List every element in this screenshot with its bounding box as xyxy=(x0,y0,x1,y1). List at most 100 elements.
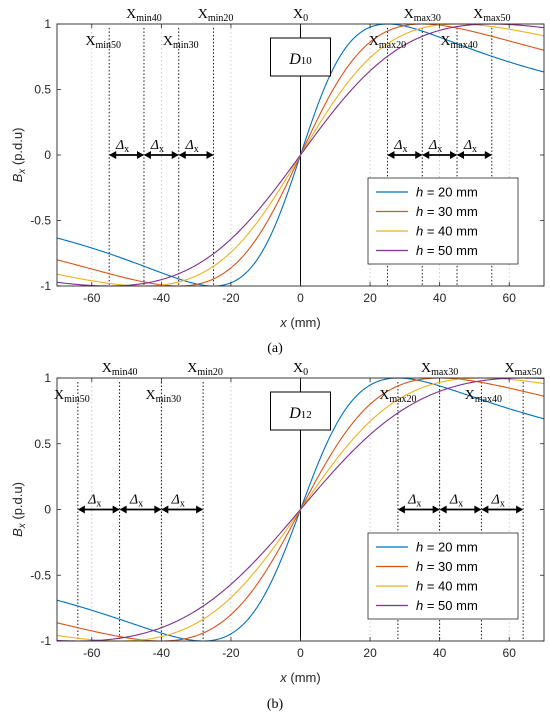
marker-label-xmin20: Xmin20 xyxy=(198,7,234,24)
series-line-h50 xyxy=(56,377,545,642)
delta-arrowhead xyxy=(196,505,204,514)
panel-caption: (b) xyxy=(267,697,284,712)
marker-label-xmin40: Xmin40 xyxy=(126,7,162,24)
delta-arrowhead xyxy=(450,151,458,159)
marker-label-xmax50: Xmax50 xyxy=(504,361,541,378)
delta-arrowhead xyxy=(432,505,440,514)
delta-arrowhead xyxy=(143,151,151,159)
legend-label: h = 30 mm xyxy=(416,204,478,219)
marker-label-xmin20: Xmin20 xyxy=(187,361,223,378)
marker-label-xmax40: Xmax40 xyxy=(465,388,502,405)
legend-label: h = 40 mm xyxy=(416,224,478,239)
x-tick-label: 20 xyxy=(363,646,377,660)
x-tick-label: 20 xyxy=(363,291,377,305)
legend-label: h = 40 mm xyxy=(416,579,478,594)
y-tick-label: 0 xyxy=(44,148,51,162)
delta-label: Δx xyxy=(449,493,463,510)
chart-panel-2: -60 -40 -20 0 20 40 60 -1 -0.5 0 0.5 1 x (mm) Bx (p.d… xyxy=(10,361,545,712)
d-label: D12 xyxy=(288,405,312,422)
delta-arrowhead xyxy=(415,151,423,159)
marker-label-xmax20: Xmax20 xyxy=(369,34,406,51)
delta-arrowhead xyxy=(109,151,117,159)
x-tick-label: -40 xyxy=(153,291,171,305)
marker-label-xmin30: Xmin30 xyxy=(163,34,199,51)
x-tick-label: -20 xyxy=(222,291,240,305)
delta-label: Δx xyxy=(463,138,477,155)
marker-label-x0: X0 xyxy=(293,7,308,24)
y-tick-label: -1 xyxy=(40,279,51,293)
delta-arrowhead xyxy=(397,505,405,514)
x-tick-label: 40 xyxy=(433,291,447,305)
marker-label-xmax30: Xmax30 xyxy=(421,361,458,378)
y-tick-label: 0.5 xyxy=(34,437,51,451)
legend: h = 20 mm h = 30 mm h = 40 mm h = 50 mm xyxy=(367,177,519,265)
delta-arrowhead xyxy=(178,151,186,159)
delta-label: Δx xyxy=(171,493,185,510)
delta-arrowhead xyxy=(136,151,144,159)
marker-label-xmin30: Xmin30 xyxy=(146,388,182,405)
delta-arrowhead xyxy=(387,151,395,159)
d-label-box xyxy=(270,37,331,77)
panel-caption: (a) xyxy=(267,341,283,356)
x-tick-label: 0 xyxy=(297,646,304,660)
delta-label: Δx xyxy=(115,138,129,155)
delta-label: Δx xyxy=(150,138,164,155)
marker-label-x0: X0 xyxy=(293,361,308,378)
marker-label-xmin50: Xmin50 xyxy=(85,34,121,51)
x-tick-label: -20 xyxy=(222,646,240,660)
marker-label-xmax40: Xmax40 xyxy=(440,34,477,51)
delta-label: Δx xyxy=(185,138,199,155)
y-tick-label: 0.5 xyxy=(34,83,51,97)
delta-arrowhead xyxy=(77,505,85,514)
y-axis-label: Bx (p.d.u) xyxy=(10,482,28,537)
y-tick-label: -0.5 xyxy=(30,214,51,228)
y-tick-label: 1 xyxy=(44,371,51,385)
y-tick-label: -1 xyxy=(40,634,51,648)
y-axis-label: Bx (p.d.u) xyxy=(10,128,28,183)
delta-arrowhead xyxy=(171,151,179,159)
chart-panel-1: -60 -40 -20 0 20 40 60 -1 -0.5 0 0.5 1 x (mm) Bx (p.d… xyxy=(10,7,545,356)
delta-label: Δx xyxy=(428,138,442,155)
delta-arrowhead xyxy=(439,505,447,514)
delta-label: Δx xyxy=(87,493,101,510)
y-tick-label: -0.5 xyxy=(30,568,51,582)
marker-label-xmax30: Xmax30 xyxy=(404,7,441,24)
delta-arrowhead xyxy=(457,151,465,159)
delta-label: Δx xyxy=(393,138,407,155)
d-label: D10 xyxy=(288,51,312,68)
marker-label-xmax50: Xmax50 xyxy=(473,7,510,24)
delta-arrowhead xyxy=(112,505,120,514)
legend-label: h = 20 mm xyxy=(416,185,478,200)
x-axis-label: x (mm) xyxy=(279,670,320,685)
y-tick-label: 1 xyxy=(44,17,51,31)
delta-label: Δx xyxy=(491,493,505,510)
delta-arrowhead xyxy=(161,505,169,514)
legend-label: h = 50 mm xyxy=(416,243,478,258)
delta-arrowhead xyxy=(206,151,214,159)
delta-arrowhead xyxy=(119,505,127,514)
legend-label: h = 20 mm xyxy=(416,540,478,555)
delta-label: Δx xyxy=(407,493,421,510)
x-axis-label: x (mm) xyxy=(279,315,320,330)
legend-label: h = 50 mm xyxy=(416,598,478,613)
x-tick-label: -60 xyxy=(83,646,101,660)
delta-arrowhead xyxy=(484,151,492,159)
delta-arrowhead xyxy=(422,151,430,159)
delta-arrowhead xyxy=(474,505,482,514)
delta-label: Δx xyxy=(129,493,143,510)
marker-label-xmin50: Xmin50 xyxy=(54,388,90,405)
x-tick-label: 60 xyxy=(503,646,517,660)
marker-label-xmin40: Xmin40 xyxy=(102,361,138,378)
legend: h = 20 mm h = 30 mm h = 40 mm h = 50 mm xyxy=(367,532,519,620)
marker-label-xmax20: Xmax20 xyxy=(379,388,416,405)
d-label-box xyxy=(270,391,331,431)
x-tick-label: -60 xyxy=(83,291,101,305)
delta-arrowhead xyxy=(481,505,489,514)
y-tick-label: 0 xyxy=(44,503,51,517)
x-tick-label: 60 xyxy=(503,291,517,305)
x-tick-label: 40 xyxy=(433,646,447,660)
delta-arrowhead xyxy=(154,505,162,514)
series-line-h50 xyxy=(56,23,545,287)
delta-arrowhead xyxy=(516,505,524,514)
